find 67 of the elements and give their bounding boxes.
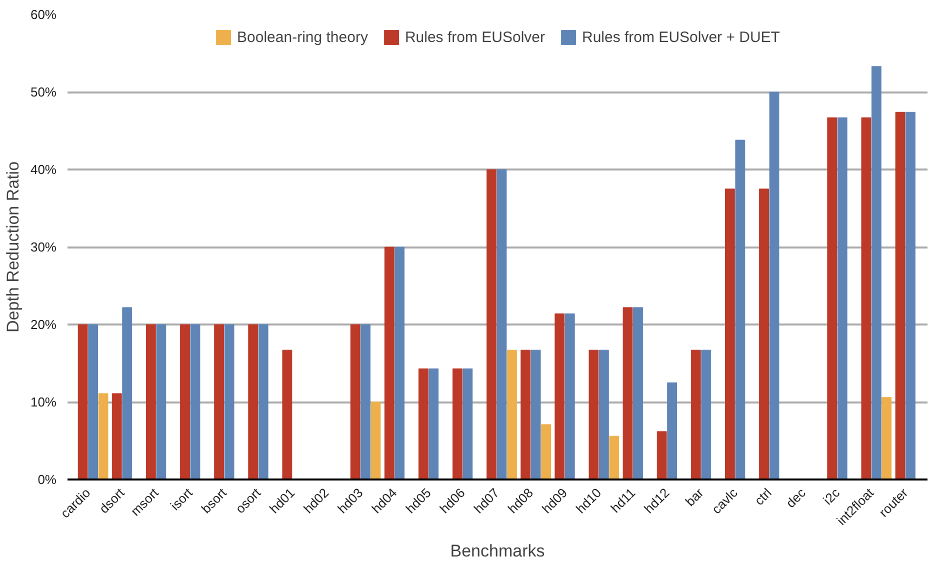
bar: [98, 393, 108, 480]
bar: [690, 350, 701, 480]
bar: [156, 324, 166, 480]
x-tick-label: isort: [167, 484, 196, 514]
bar: [112, 393, 122, 480]
bar: [394, 246, 405, 480]
bar: [350, 324, 360, 480]
bar: [462, 368, 473, 480]
x-axis-title: Benchmarks: [450, 541, 545, 560]
bar: [656, 431, 667, 480]
y-tick-label: 40%: [30, 162, 57, 177]
bar: [496, 169, 507, 480]
bar: [667, 382, 678, 480]
bar: [554, 313, 565, 480]
bar: [598, 350, 609, 480]
bar: [871, 66, 882, 480]
bar: [520, 350, 531, 480]
y-tick-label: 20%: [30, 317, 57, 332]
bar: [564, 313, 575, 480]
legend-label: Rules from EUSolver: [404, 28, 545, 46]
bar: [622, 307, 633, 480]
y-tick-label: 60%: [30, 7, 57, 22]
legend-label: Boolean-ring theory: [237, 28, 368, 46]
bar: [122, 307, 132, 480]
bar: [360, 324, 370, 480]
bar: [906, 112, 916, 480]
bar: [146, 324, 156, 480]
bar: [588, 350, 599, 480]
x-tick-label: dec: [783, 484, 809, 511]
bar: [837, 117, 848, 480]
bar: [428, 368, 439, 480]
bar: [861, 117, 872, 480]
x-tick-label: bar: [682, 484, 707, 510]
bar: [633, 307, 643, 480]
bar: [258, 324, 268, 480]
bar: [541, 424, 551, 480]
bar: [735, 140, 746, 480]
y-tick-label: 50%: [30, 84, 57, 100]
bar: [224, 324, 234, 480]
bar: [507, 350, 517, 480]
bar: [895, 112, 906, 480]
bar: [78, 324, 88, 480]
bar: [180, 324, 190, 480]
y-axis-title: Depth Reduction Ratio: [3, 161, 22, 333]
bar: [214, 324, 224, 480]
bar: [418, 368, 428, 480]
y-tick-label: 10%: [30, 394, 57, 410]
x-tick-label: ctrl: [752, 485, 775, 508]
bar: [725, 188, 735, 480]
bar: [190, 324, 200, 480]
bar: [248, 324, 258, 480]
bar: [769, 92, 780, 480]
bar: [486, 169, 496, 480]
y-tick-label: 30%: [30, 240, 57, 254]
bar: [88, 324, 98, 480]
bar: [282, 350, 292, 480]
bar: [384, 246, 394, 480]
y-tick-label: 0%: [38, 472, 57, 487]
bar: [882, 397, 892, 480]
bar: [530, 350, 541, 480]
bar: [609, 436, 620, 480]
bar: [370, 402, 381, 480]
bar: [759, 188, 769, 480]
bar: [701, 350, 712, 480]
bar: [452, 368, 462, 480]
legend-label: Rules from EUSolver + DUET: [582, 28, 780, 46]
bar: [827, 117, 838, 480]
